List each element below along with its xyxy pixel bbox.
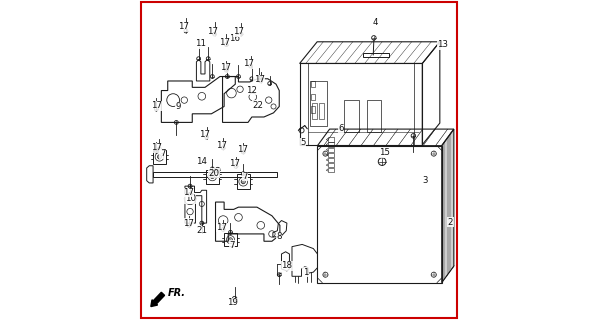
Text: 12: 12: [246, 86, 257, 95]
Text: 18: 18: [282, 261, 292, 270]
Text: 15: 15: [379, 148, 390, 157]
Bar: [311, 107, 315, 113]
Text: 7: 7: [242, 172, 248, 181]
Bar: [224, 233, 237, 246]
Bar: [328, 158, 334, 162]
Bar: [206, 170, 219, 184]
Text: 17: 17: [243, 59, 254, 68]
Text: 17: 17: [219, 63, 231, 72]
Text: 21: 21: [196, 226, 208, 235]
Text: 20: 20: [208, 169, 219, 178]
Bar: [367, 100, 381, 132]
Bar: [328, 153, 334, 157]
Text: 11: 11: [196, 39, 206, 48]
Text: 9: 9: [175, 102, 181, 111]
Bar: [237, 174, 250, 189]
Bar: [328, 142, 334, 147]
Bar: [310, 81, 327, 125]
Bar: [319, 103, 325, 119]
Bar: [311, 81, 315, 87]
Bar: [328, 168, 334, 172]
Text: 17: 17: [229, 159, 240, 168]
Text: 4: 4: [373, 19, 378, 28]
Text: 14: 14: [196, 157, 208, 166]
Text: 17: 17: [200, 130, 210, 139]
Text: 17: 17: [182, 219, 194, 228]
Text: 3: 3: [422, 176, 428, 185]
Text: 13: 13: [438, 40, 448, 49]
Bar: [153, 150, 166, 164]
Text: 19: 19: [227, 298, 238, 307]
Text: 17: 17: [233, 28, 244, 36]
Text: 17: 17: [216, 141, 227, 150]
Text: FR.: FR.: [167, 288, 186, 298]
Text: 17: 17: [207, 28, 218, 36]
FancyArrow shape: [151, 292, 164, 307]
Text: 16: 16: [229, 35, 240, 44]
Bar: [328, 148, 334, 152]
Bar: [344, 100, 359, 132]
Text: 7: 7: [230, 241, 235, 250]
Text: 17: 17: [216, 223, 227, 232]
Text: 17: 17: [151, 101, 162, 110]
Text: 17: 17: [254, 75, 265, 84]
Text: 22: 22: [253, 101, 264, 110]
Text: 17: 17: [178, 22, 189, 31]
Text: 1: 1: [303, 268, 308, 277]
Bar: [364, 53, 389, 57]
Text: 17: 17: [237, 145, 248, 154]
Text: 10: 10: [185, 194, 196, 204]
Text: 2: 2: [447, 218, 453, 227]
Text: 5: 5: [300, 138, 306, 147]
Bar: [328, 137, 334, 141]
Text: 8: 8: [276, 232, 282, 241]
Bar: [312, 103, 318, 119]
Bar: [328, 163, 334, 167]
Text: 7: 7: [160, 149, 166, 158]
Text: 17: 17: [151, 143, 162, 152]
Bar: [311, 94, 315, 100]
Text: 6: 6: [338, 124, 344, 132]
Text: 17: 17: [219, 38, 230, 47]
Text: 17: 17: [182, 188, 194, 197]
